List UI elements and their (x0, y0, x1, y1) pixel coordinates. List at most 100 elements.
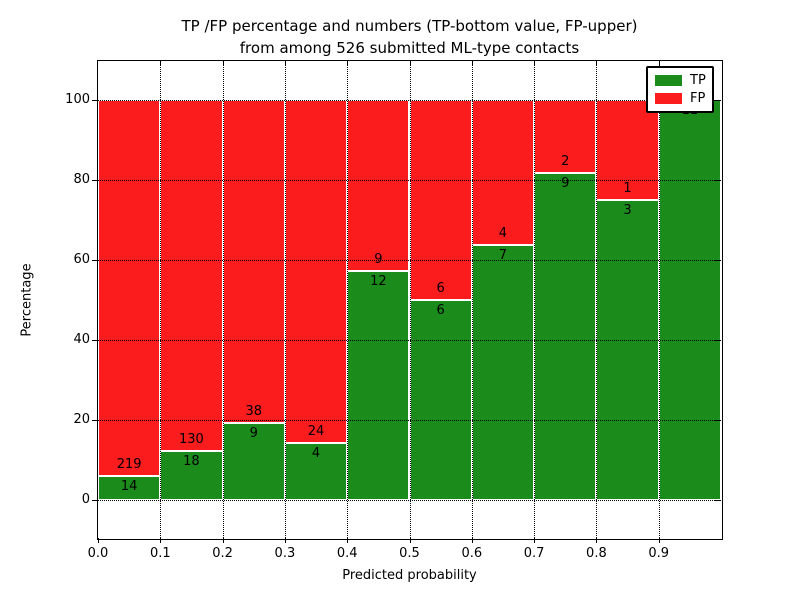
fp-count-label: 219 (116, 456, 142, 472)
x-tick-mark-top (534, 61, 536, 66)
x-tick-label: 0.4 (336, 546, 358, 561)
y-tick-mark (92, 420, 98, 421)
x-tick-label: 0.5 (399, 546, 420, 561)
tp-bar-segment (471, 245, 535, 500)
y-tick-label: 100 (65, 92, 90, 107)
x-gridline (284, 61, 286, 538)
x-tick-label: 0.2 (212, 546, 233, 561)
legend-item-fp: FP (655, 92, 712, 105)
tp-bar-segment (98, 475, 161, 500)
x-tick-label: 0.1 (149, 546, 171, 561)
fp-bar-segment (160, 100, 223, 452)
tp-bar-segment (534, 172, 597, 500)
legend-label-tp: TP (690, 73, 706, 88)
fp-count-label: 2 (561, 153, 570, 169)
chart-title-line1: TP /FP percentage and numbers (TP-bottom… (181, 17, 638, 35)
tp-bar-segment (658, 100, 721, 500)
tp-bar-segment (347, 271, 410, 500)
fp-color-swatch (655, 93, 682, 104)
fp-bar-segment (347, 100, 410, 272)
x-tick-mark (658, 538, 660, 543)
tp-bar-segment (409, 300, 472, 500)
y-tick-mark (92, 340, 98, 341)
y-tick-label: 80 (73, 172, 90, 187)
y-axis-label: Percentage (19, 263, 35, 337)
fp-count-label: 130 (179, 432, 204, 448)
tp-count-label: 7 (498, 248, 508, 264)
tp-count-label: 14 (120, 478, 138, 494)
fp-bar-segment (409, 100, 472, 300)
x-axis-label: Predicted probability (342, 568, 477, 583)
y-tick-mark (92, 180, 98, 181)
y-tick-label: 0 (81, 492, 90, 507)
x-tick-mark (596, 538, 598, 543)
x-gridline (160, 61, 162, 538)
x-tick-mark (534, 538, 536, 543)
x-tick-mark-top (160, 61, 162, 66)
x-tick-mark (222, 538, 224, 543)
tp-color-swatch (655, 75, 682, 86)
x-tick-label: 0.9 (648, 546, 670, 561)
legend-label-fp: FP (690, 91, 706, 106)
chart-title: TP /FP percentage and numbers (TP-bottom… (98, 15, 721, 59)
tp-count-label: 9 (249, 426, 258, 442)
fp-count-label: 1 (623, 181, 632, 196)
y-tick-label: 40 (73, 332, 90, 347)
x-gridline (534, 61, 536, 538)
fp-bar-segment (284, 100, 348, 443)
fp-bar-segment (534, 100, 597, 173)
x-tick-mark-top (347, 61, 349, 66)
x-tick-mark (471, 538, 473, 543)
tp-count-label: 3 (623, 203, 632, 218)
y-tick-mark-right (715, 420, 721, 421)
fp-bar-segment (98, 100, 161, 476)
y-tick-mark (92, 260, 98, 261)
chart-title-line2: from among 526 submitted ML-type contact… (239, 39, 580, 57)
fp-bar-segment (222, 100, 285, 424)
x-tick-label: 0.3 (274, 546, 296, 561)
tp-bar-segment (160, 451, 223, 500)
fp-count-label: 9 (374, 252, 383, 268)
x-tick-label: 0.0 (87, 546, 109, 561)
x-tick-mark (284, 538, 286, 543)
y-tick-label: 60 (73, 252, 90, 267)
legend-item-tp: TP (655, 74, 712, 87)
x-tick-label: 0.8 (586, 546, 607, 561)
x-tick-mark (409, 538, 411, 543)
tp-count-label: 4 (311, 445, 321, 461)
x-tick-mark-top (284, 61, 286, 66)
tp-bar-segment (222, 423, 285, 500)
x-gridline (347, 61, 349, 538)
x-tick-mark-top (222, 61, 224, 66)
y-tick-mark (92, 500, 98, 501)
x-tick-mark-top (409, 61, 411, 66)
x-tick-mark-top (658, 61, 660, 66)
x-gridline (471, 61, 473, 538)
fp-bar-segment (471, 100, 535, 246)
tp-bar-segment (596, 200, 659, 500)
x-tick-label: 0.7 (523, 546, 545, 561)
fp-count-label: 38 (245, 404, 263, 420)
fp-count-label: 24 (307, 423, 325, 439)
tp-count-label: 6 (436, 303, 445, 318)
x-tick-mark-top (596, 61, 598, 66)
tp-count-label: 9 (561, 175, 570, 191)
x-gridline (222, 61, 224, 538)
x-gridline (596, 61, 598, 538)
y-tick-mark-right (715, 100, 721, 101)
x-tick-mark (98, 538, 99, 543)
y-tick-mark-right (715, 260, 721, 261)
y-tick-mark-right (715, 340, 721, 341)
fp-count-label: 4 (498, 226, 508, 242)
x-gridline (658, 61, 660, 538)
tp-count-label: 12 (370, 274, 387, 290)
x-tick-label: 0.6 (461, 546, 483, 561)
tp-count-label: 18 (183, 454, 200, 470)
legend: TP FP (646, 66, 714, 113)
y-tick-mark-right (715, 180, 721, 181)
x-tick-mark (347, 538, 349, 543)
y-tick-mark-right (715, 500, 721, 501)
x-gridline (409, 61, 411, 538)
fp-count-label: 6 (436, 281, 445, 296)
